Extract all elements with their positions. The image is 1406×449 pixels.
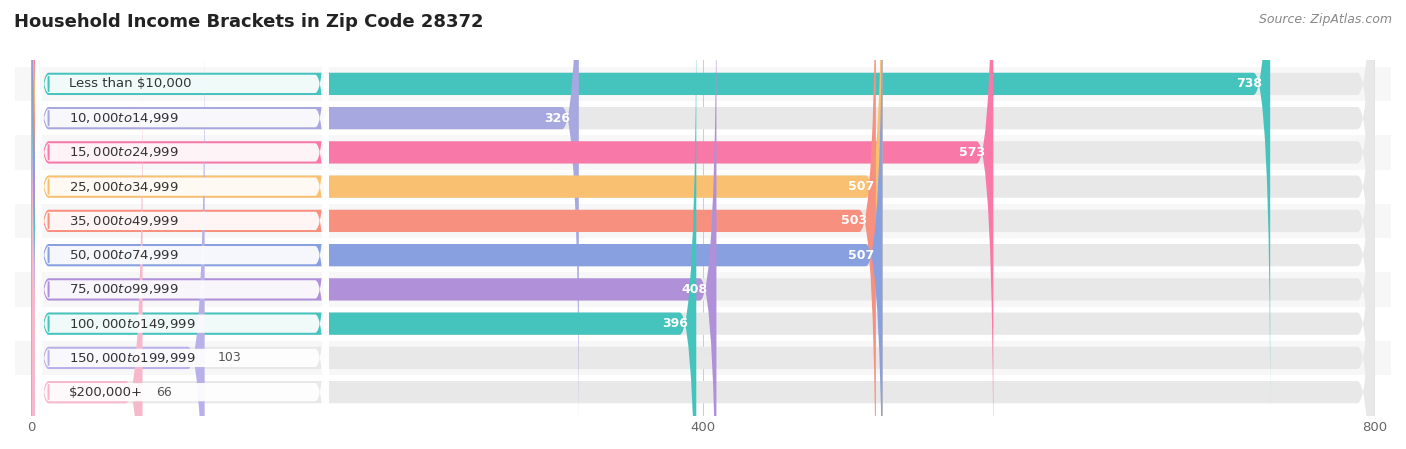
Bar xyxy=(15,170,1391,204)
Text: Household Income Brackets in Zip Code 28372: Household Income Brackets in Zip Code 28… xyxy=(14,13,484,31)
Text: $15,000 to $24,999: $15,000 to $24,999 xyxy=(69,145,179,159)
FancyBboxPatch shape xyxy=(35,0,329,417)
Bar xyxy=(15,238,1391,272)
FancyBboxPatch shape xyxy=(35,127,329,449)
FancyBboxPatch shape xyxy=(32,0,717,449)
Text: $200,000+: $200,000+ xyxy=(69,386,142,399)
Text: 103: 103 xyxy=(218,352,242,365)
Text: 738: 738 xyxy=(1236,77,1261,90)
FancyBboxPatch shape xyxy=(32,0,1374,449)
Text: $100,000 to $149,999: $100,000 to $149,999 xyxy=(69,317,195,330)
Text: $35,000 to $49,999: $35,000 to $49,999 xyxy=(69,214,179,228)
Text: $150,000 to $199,999: $150,000 to $199,999 xyxy=(69,351,195,365)
FancyBboxPatch shape xyxy=(32,0,696,449)
FancyBboxPatch shape xyxy=(32,0,579,449)
Bar xyxy=(15,375,1391,409)
Bar xyxy=(15,204,1391,238)
Text: 408: 408 xyxy=(682,283,709,296)
FancyBboxPatch shape xyxy=(32,0,883,449)
Text: 507: 507 xyxy=(848,249,875,262)
Text: 503: 503 xyxy=(841,214,868,227)
Text: $50,000 to $74,999: $50,000 to $74,999 xyxy=(69,248,179,262)
Bar xyxy=(15,341,1391,375)
FancyBboxPatch shape xyxy=(32,0,1374,449)
FancyBboxPatch shape xyxy=(32,26,1374,449)
FancyBboxPatch shape xyxy=(35,0,329,449)
FancyBboxPatch shape xyxy=(32,0,1374,449)
Text: 507: 507 xyxy=(848,180,875,193)
FancyBboxPatch shape xyxy=(32,61,142,449)
FancyBboxPatch shape xyxy=(32,0,1270,415)
Text: $25,000 to $34,999: $25,000 to $34,999 xyxy=(69,180,179,194)
FancyBboxPatch shape xyxy=(35,0,329,383)
Bar xyxy=(15,101,1391,135)
FancyBboxPatch shape xyxy=(35,0,329,449)
Text: Less than $10,000: Less than $10,000 xyxy=(69,77,191,90)
FancyBboxPatch shape xyxy=(32,0,1374,449)
FancyBboxPatch shape xyxy=(35,59,329,449)
Bar xyxy=(15,307,1391,341)
Text: $10,000 to $14,999: $10,000 to $14,999 xyxy=(69,111,179,125)
FancyBboxPatch shape xyxy=(35,0,329,349)
Text: 326: 326 xyxy=(544,112,571,125)
FancyBboxPatch shape xyxy=(35,25,329,449)
Text: 66: 66 xyxy=(156,386,172,399)
FancyBboxPatch shape xyxy=(32,0,1374,449)
Bar xyxy=(15,272,1391,307)
Text: $75,000 to $99,999: $75,000 to $99,999 xyxy=(69,282,179,296)
FancyBboxPatch shape xyxy=(32,61,1374,449)
Text: 396: 396 xyxy=(662,317,688,330)
FancyBboxPatch shape xyxy=(32,0,993,449)
FancyBboxPatch shape xyxy=(32,0,883,449)
FancyBboxPatch shape xyxy=(35,93,329,449)
Text: Source: ZipAtlas.com: Source: ZipAtlas.com xyxy=(1258,13,1392,26)
FancyBboxPatch shape xyxy=(35,0,329,449)
FancyBboxPatch shape xyxy=(32,0,1374,449)
FancyBboxPatch shape xyxy=(32,0,1374,449)
Bar xyxy=(15,67,1391,101)
FancyBboxPatch shape xyxy=(32,0,1374,415)
Bar xyxy=(15,135,1391,170)
FancyBboxPatch shape xyxy=(32,0,876,449)
Text: 573: 573 xyxy=(959,146,986,159)
FancyBboxPatch shape xyxy=(32,26,205,449)
